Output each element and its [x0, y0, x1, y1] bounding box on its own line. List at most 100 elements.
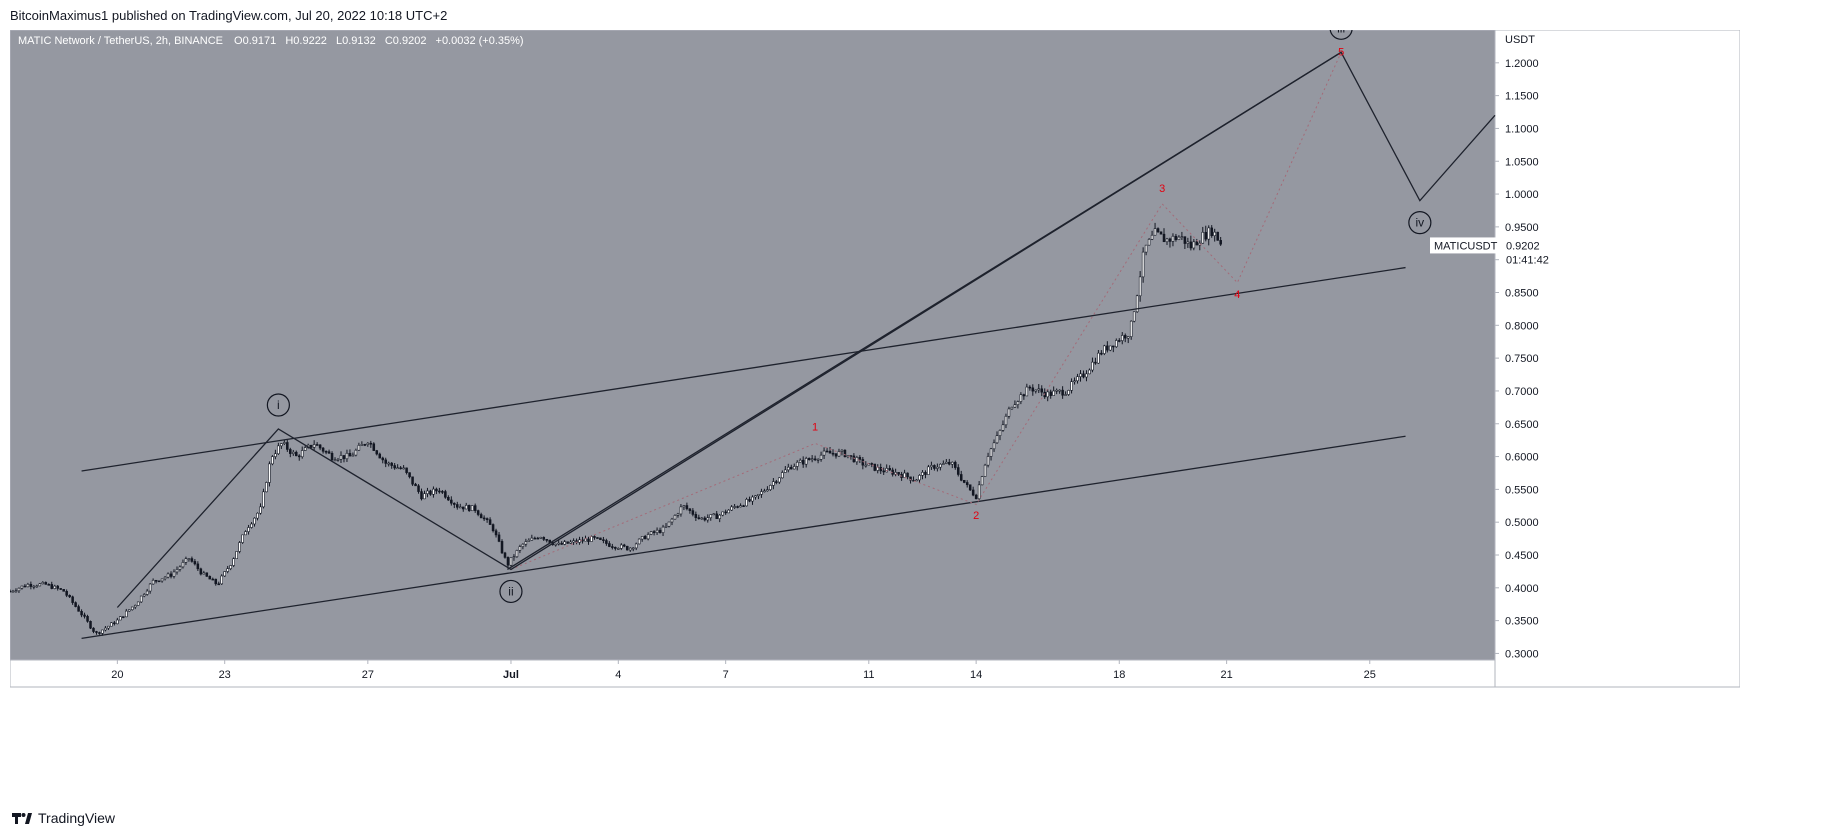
y-tick-label: 0.9500	[1505, 222, 1539, 234]
candle-body	[1079, 373, 1082, 377]
candle-body	[223, 571, 226, 577]
candle-body	[661, 526, 665, 533]
candle-body	[667, 521, 671, 527]
candle-body	[1129, 320, 1133, 337]
close-key: C	[385, 35, 393, 47]
candle-body	[813, 458, 817, 461]
candle-body	[1094, 361, 1097, 364]
candle-body	[545, 539, 549, 541]
candle-body	[1049, 391, 1052, 396]
candle-body	[1019, 394, 1023, 402]
candle-body	[566, 541, 569, 544]
candle-body	[1055, 389, 1058, 392]
candle-body	[41, 582, 45, 585]
minor-wave-label: 3	[1159, 183, 1165, 195]
candle-body	[781, 472, 784, 479]
candle-body	[110, 622, 113, 627]
candle-body	[166, 573, 170, 578]
candle-body	[333, 459, 337, 462]
candle-body	[536, 537, 540, 540]
candle-body	[1031, 387, 1035, 392]
candle-body	[488, 519, 492, 525]
candle-body	[655, 529, 659, 533]
candle-body	[214, 578, 218, 585]
x-tick-label: Jul	[503, 669, 519, 681]
candle-body	[169, 573, 173, 577]
candle-body	[408, 472, 411, 478]
candle-body	[739, 505, 742, 508]
candle-body	[703, 517, 707, 521]
footer: TradingView	[12, 810, 115, 826]
candle-body	[375, 450, 379, 455]
candle-body	[393, 465, 396, 469]
candle-body	[986, 456, 990, 466]
candle-body	[262, 491, 265, 508]
candle-body	[784, 469, 787, 473]
candle-body	[1213, 231, 1216, 237]
candle-body	[26, 583, 30, 588]
candle-body	[11, 590, 15, 593]
candle-body	[787, 466, 790, 471]
candle-body	[318, 444, 322, 449]
candle-body	[417, 485, 420, 492]
candle-body	[956, 467, 960, 475]
candle-body	[151, 579, 155, 585]
candle-body	[554, 543, 557, 546]
candle-body	[447, 496, 450, 501]
candle-body	[485, 518, 489, 521]
high-key: H	[285, 35, 293, 47]
candle-body	[1091, 361, 1094, 371]
candle-body	[951, 461, 954, 465]
candle-body	[14, 590, 18, 593]
y-tick-label: 0.3000	[1505, 648, 1539, 660]
price-axis[interactable]: 0.3000 0.3500 0.4000 0.4500 0.5000 0.5500 0.60…	[1495, 58, 1539, 661]
candle-body	[828, 450, 832, 454]
candle-body	[1007, 408, 1011, 417]
candle-body	[1025, 386, 1029, 397]
candle-body	[1097, 352, 1100, 364]
candle-body	[71, 596, 74, 603]
candle-body	[1183, 236, 1187, 244]
candle-body	[235, 551, 238, 559]
open-key: O	[234, 35, 243, 47]
x-tick-label: 20	[111, 669, 123, 681]
candle-body	[491, 524, 495, 532]
candle-body	[694, 514, 698, 518]
candle-body	[918, 475, 921, 481]
candle-body	[614, 546, 617, 549]
candle-body	[229, 565, 232, 569]
candle-body	[518, 546, 522, 551]
candle-body	[509, 557, 513, 566]
candle-body	[101, 629, 104, 634]
candle-body	[1210, 227, 1213, 237]
candle-body	[968, 484, 972, 491]
candles-group	[8, 222, 1222, 636]
candle-body	[136, 601, 140, 606]
candle-body	[795, 461, 799, 467]
bar-countdown: 01:41:42	[1506, 254, 1549, 266]
y-tick-label: 0.8500	[1505, 288, 1539, 300]
price-chart[interactable]: iiiiiiiv12345 0.30000.35000.40000.45000.…	[8, 16, 1741, 800]
wave-label-text: iii	[1337, 30, 1345, 35]
candle-body	[68, 594, 71, 598]
candle-body	[116, 619, 119, 625]
candle-body	[130, 606, 134, 611]
candle-body	[294, 451, 298, 457]
candle-body	[798, 459, 802, 463]
candle-body	[259, 506, 262, 514]
candle-body	[56, 585, 59, 589]
candle-body	[757, 494, 760, 496]
chart-frame: iiiiiiiv12345 0.30000.35000.40000.45000.…	[8, 16, 1741, 800]
candle-body	[643, 536, 647, 540]
candle-body	[840, 449, 844, 452]
tradingview-logo-icon	[12, 813, 32, 824]
candle-body	[244, 531, 247, 536]
x-tick-label: 21	[1221, 669, 1233, 681]
candle-body	[1100, 352, 1103, 355]
candle-body	[1156, 228, 1160, 233]
candle-body	[1073, 380, 1076, 383]
candle-body	[411, 476, 414, 485]
time-axis[interactable]: 20 23 27 Jul 4 7 11 14 18 21 25	[111, 660, 1376, 681]
x-tick-label: 18	[1113, 669, 1125, 681]
candle-body	[1219, 240, 1222, 245]
